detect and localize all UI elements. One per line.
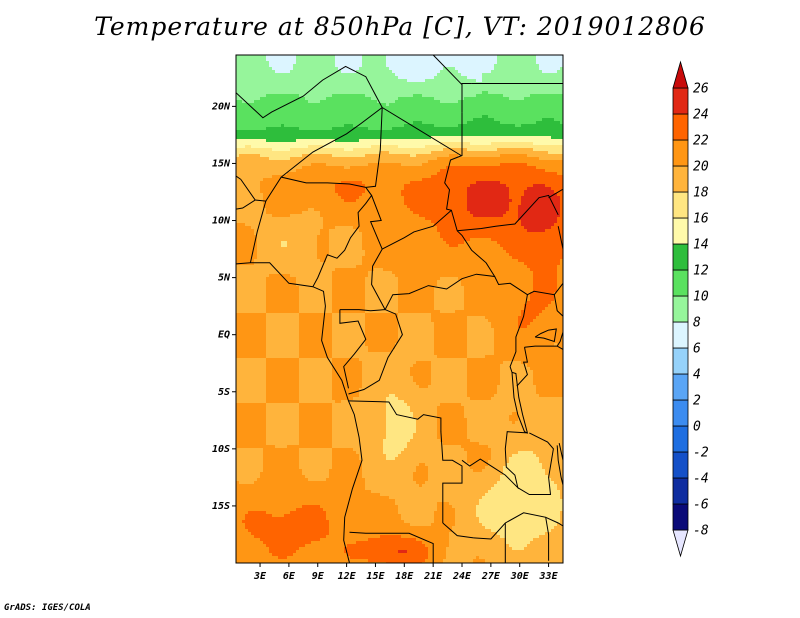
country-borders — [236, 55, 563, 563]
colorbar-bin — [672, 425, 689, 453]
colorbar-bin — [672, 321, 689, 349]
border-line — [312, 187, 373, 287]
y-tick-label: EQ — [218, 330, 230, 341]
y-tick-label: 15S — [212, 501, 230, 512]
colorbar-bin — [672, 217, 689, 245]
colorbar-label: 6 — [693, 342, 701, 357]
border-line — [444, 112, 463, 231]
border-line — [348, 400, 463, 523]
border-line — [236, 199, 256, 210]
y-tick-label: 10S — [212, 444, 230, 455]
border-line — [432, 55, 463, 86]
border-line — [556, 442, 563, 488]
colorbar-bin — [672, 139, 689, 167]
colorbar-bin-low — [672, 529, 689, 558]
border-line — [545, 516, 563, 527]
x-axis: 3E 6E 9E 12E 15E 18E 21E 24E 27E 30E 33E — [253, 563, 559, 582]
border-line — [280, 107, 383, 178]
colorbar-label: 4 — [693, 368, 701, 383]
border-line — [517, 432, 554, 495]
colorbar-label: -6 — [693, 498, 709, 513]
colorbar-bin — [672, 87, 689, 115]
x-tick-label: 9E — [312, 571, 325, 582]
border-line — [473, 512, 550, 561]
x-tick-label: 27E — [481, 571, 501, 582]
colorbar-bin — [672, 295, 689, 323]
border-line — [348, 309, 403, 395]
colorbar-label: 20 — [693, 160, 709, 175]
colorbar-bin — [672, 165, 689, 193]
x-tick-label: 21E — [423, 571, 443, 582]
chart-title: Temperature at 850hPa [C], VT: 201901280… — [94, 12, 706, 41]
border-line — [442, 522, 474, 539]
border-line — [236, 262, 363, 563]
border-line — [557, 226, 563, 253]
border-line — [339, 309, 386, 312]
y-tick-label: 15N — [212, 158, 231, 169]
border-line — [461, 83, 472, 113]
border-line — [381, 209, 452, 250]
colorbar-label: 10 — [693, 290, 709, 305]
border-line — [516, 347, 529, 387]
y-tick-label: 5N — [218, 273, 231, 284]
colorbar-label: 18 — [693, 186, 709, 201]
border-line — [524, 345, 563, 351]
border-line — [240, 107, 383, 202]
colorbar-bin — [672, 477, 689, 505]
colorbar-label: -2 — [693, 446, 709, 461]
colorbar-label: 0 — [693, 420, 701, 435]
colorbar-label: 24 — [693, 108, 709, 123]
x-tick-label: 12E — [338, 571, 357, 582]
border-line — [509, 294, 528, 373]
colorbar-label: -8 — [693, 524, 709, 539]
map-frame — [235, 54, 564, 564]
border-line — [457, 194, 559, 232]
y-tick-label: 5S — [218, 387, 230, 398]
colorbar-bin — [672, 191, 689, 219]
border-line — [548, 188, 563, 199]
colorbar-label: 16 — [693, 212, 709, 227]
colorbar-bin — [672, 373, 689, 401]
temperature-field — [236, 55, 563, 563]
colorbar-bin — [672, 113, 689, 141]
border-line — [236, 175, 242, 180]
border-line — [456, 230, 496, 277]
x-tick-label: 15E — [366, 571, 385, 582]
x-tick-label: 33E — [539, 571, 559, 582]
colorbar-label: -4 — [693, 472, 709, 487]
colorbar-label: 12 — [693, 264, 709, 279]
y-tick-label: 20N — [211, 101, 231, 112]
border-line — [553, 294, 563, 347]
border-line — [349, 531, 434, 563]
colorbar-bin — [672, 243, 689, 271]
colorbar-bin — [672, 451, 689, 479]
colorbar-bin-high — [672, 60, 689, 89]
colorbar-bin — [672, 399, 689, 427]
colorbar-bin — [672, 347, 689, 375]
border-line — [534, 328, 557, 343]
colorbar-label: 2 — [693, 394, 701, 409]
x-tick-label: 24E — [452, 571, 472, 582]
colorbar-label: 14 — [693, 238, 709, 253]
grads-credit: GrADS: IGES/COLA — [4, 603, 91, 613]
colorbar-bin — [672, 269, 689, 297]
colorbar-label: 22 — [693, 134, 709, 149]
colorbar-bin — [672, 503, 689, 531]
x-tick-label: 6E — [283, 571, 296, 582]
colorbar-label: 26 — [693, 82, 709, 97]
border-line — [236, 65, 383, 119]
colorbar-label: 8 — [693, 316, 701, 331]
y-tick-label: 10N — [212, 216, 231, 227]
border-line — [339, 309, 367, 389]
border-line — [381, 107, 462, 156]
x-tick-label: 30E — [510, 571, 530, 582]
border-line — [249, 200, 267, 263]
y-axis: 20N 15N 10N 5N EQ 5S 10S 15S — [211, 101, 236, 512]
x-tick-label: 18E — [395, 571, 414, 582]
x-tick-label: 3E — [253, 571, 267, 582]
border-line — [384, 273, 563, 310]
